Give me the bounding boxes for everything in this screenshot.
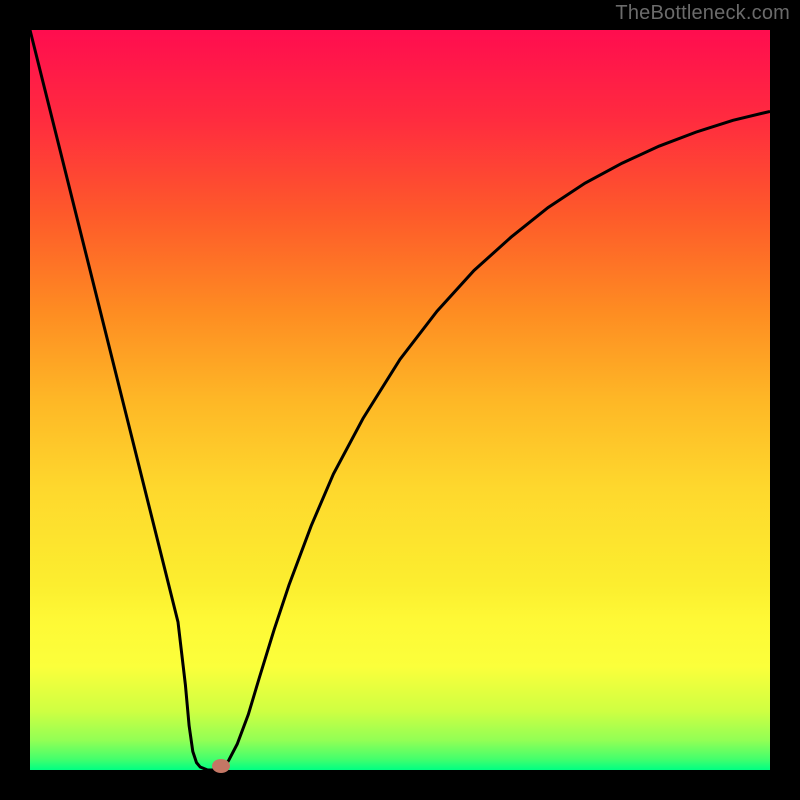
watermark-text: TheBottleneck.com (615, 2, 790, 25)
optimal-point-marker (212, 759, 230, 773)
bottleneck-curve (30, 30, 770, 770)
chart-plot-area (30, 30, 770, 770)
